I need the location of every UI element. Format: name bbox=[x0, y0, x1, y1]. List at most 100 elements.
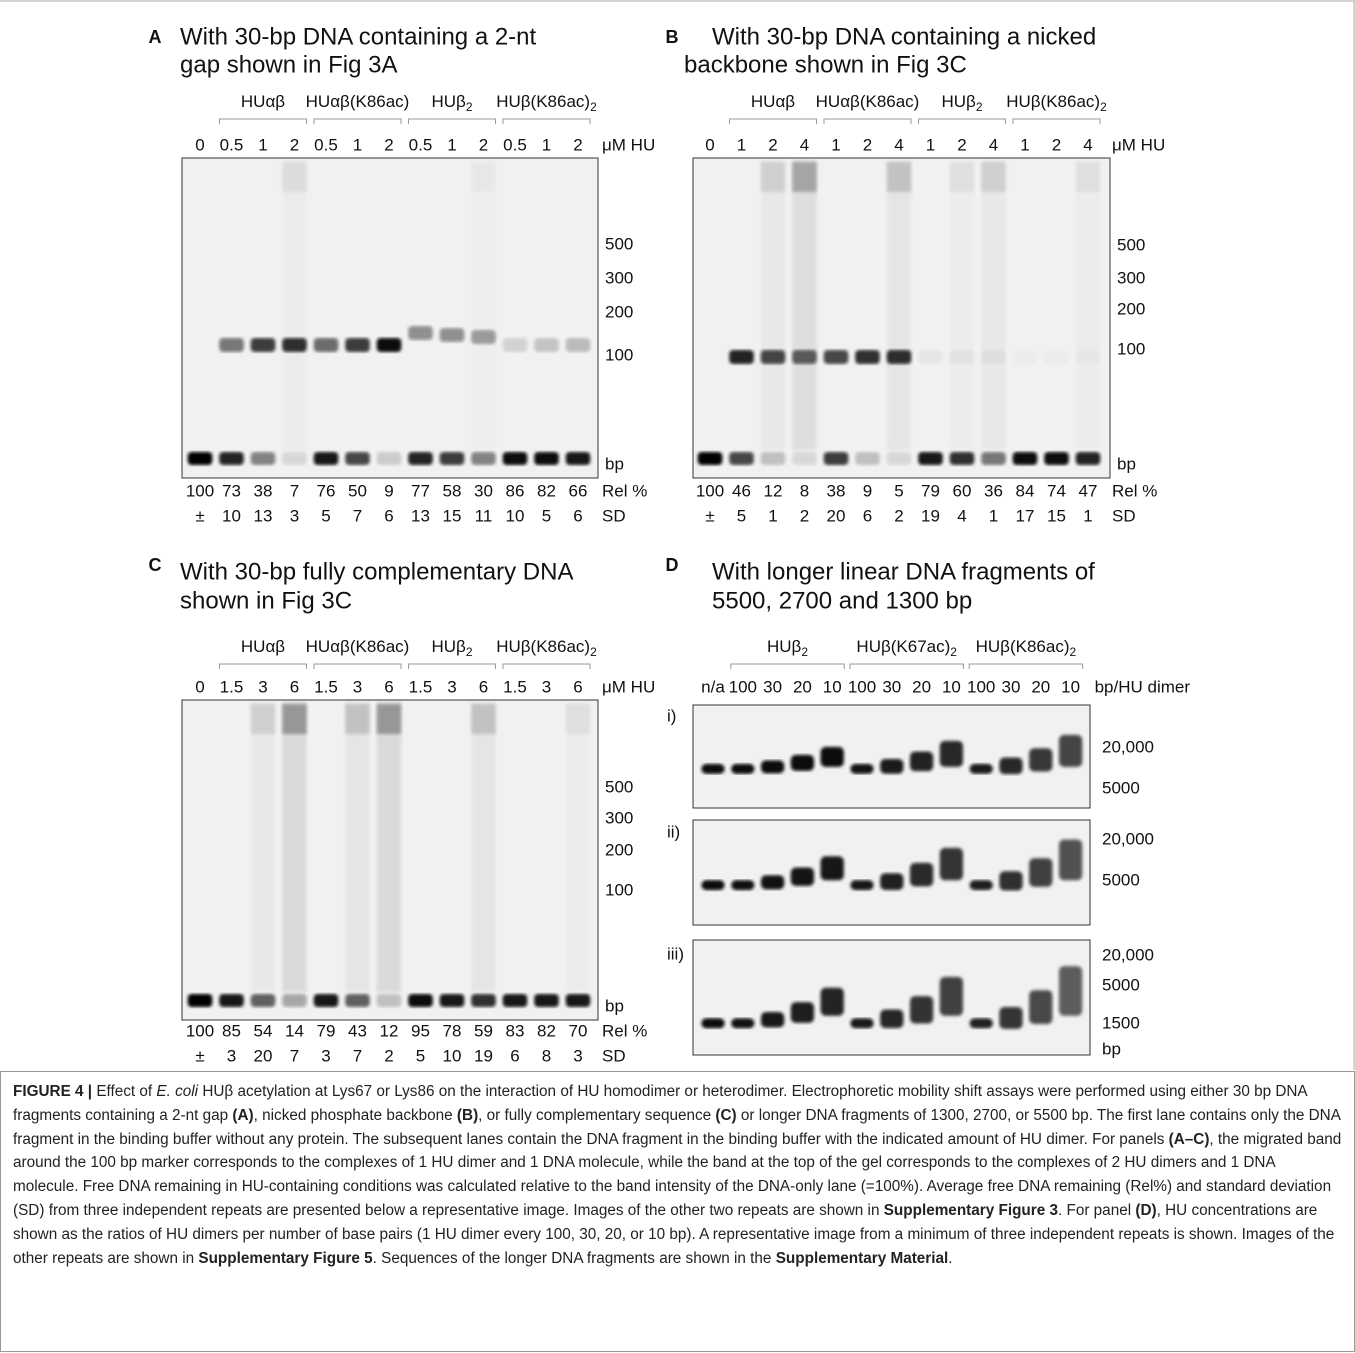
band-complex bbox=[729, 350, 754, 364]
band-free bbox=[566, 452, 591, 465]
lane-label: 20 bbox=[1031, 677, 1050, 696]
sd-value: 19 bbox=[474, 1046, 493, 1065]
smear bbox=[345, 702, 370, 992]
marker-label: bp bbox=[1117, 454, 1136, 473]
band-top bbox=[282, 162, 307, 192]
lane-label: 3 bbox=[258, 677, 267, 696]
unit-label: bp/HU dimer bbox=[1095, 677, 1191, 696]
lane-label: 10 bbox=[942, 677, 961, 696]
panel-title: gap shown in Fig 3A bbox=[180, 51, 397, 78]
sd-value: 5 bbox=[321, 506, 330, 525]
caption-run: FIGURE 4 | bbox=[13, 1083, 96, 1100]
rel-value: 47 bbox=[1079, 481, 1098, 500]
lane-label: 30 bbox=[882, 677, 901, 696]
band-free bbox=[345, 994, 370, 1007]
band-free bbox=[566, 994, 591, 1007]
caption-run: , or fully complementary sequence bbox=[478, 1107, 715, 1124]
band-top bbox=[981, 162, 1006, 192]
group-subscript: 2 bbox=[466, 645, 473, 659]
band bbox=[1029, 990, 1052, 1024]
lane-label: 100 bbox=[967, 677, 995, 696]
lane-label: 1 bbox=[353, 135, 362, 154]
group-label: HUαβ bbox=[241, 92, 285, 111]
rel-value: 79 bbox=[317, 1021, 336, 1040]
band-top bbox=[471, 162, 496, 192]
band-complex bbox=[1044, 350, 1069, 364]
rel-value: 95 bbox=[411, 1021, 430, 1040]
group-name: HUαβ(K86ac) bbox=[306, 637, 410, 656]
band-free bbox=[440, 452, 465, 465]
sd-value: 2 bbox=[384, 1046, 393, 1065]
panel-letter: D bbox=[666, 555, 679, 575]
marker-label: 200 bbox=[1117, 299, 1145, 318]
band-top bbox=[251, 704, 276, 734]
panel-letter: C bbox=[149, 555, 162, 575]
band-top bbox=[345, 704, 370, 734]
lane-label: 1.5 bbox=[503, 677, 527, 696]
band-complex bbox=[503, 338, 528, 352]
lane-label: 1 bbox=[542, 135, 551, 154]
band bbox=[731, 880, 754, 890]
smear bbox=[761, 160, 786, 450]
lane-label: 1 bbox=[447, 135, 456, 154]
group-bracket bbox=[730, 119, 817, 124]
band-free bbox=[503, 452, 528, 465]
rel-value: 12 bbox=[380, 1021, 399, 1040]
rel-value: 38 bbox=[254, 481, 273, 500]
smear bbox=[792, 160, 817, 450]
marker-label: 500 bbox=[1117, 235, 1145, 254]
group-label: HUβ2 bbox=[431, 92, 472, 114]
band bbox=[850, 880, 873, 890]
band-free bbox=[440, 994, 465, 1007]
band-complex bbox=[282, 338, 307, 352]
band-complex bbox=[471, 330, 496, 344]
lane-label: 0.5 bbox=[220, 135, 244, 154]
lane-label: 6 bbox=[479, 677, 488, 696]
band-free bbox=[729, 452, 754, 465]
lane-label: 1 bbox=[926, 135, 935, 154]
lane-label: 3 bbox=[447, 677, 456, 696]
marker-label: 300 bbox=[605, 268, 633, 287]
band-complex bbox=[824, 350, 849, 364]
rel-value: 76 bbox=[317, 481, 336, 500]
rel-value: 86 bbox=[506, 481, 525, 500]
band bbox=[761, 760, 784, 773]
rel-value: 30 bbox=[474, 481, 493, 500]
rel-value: 82 bbox=[537, 481, 556, 500]
group-label: HUβ2 bbox=[941, 92, 982, 114]
lane-label: 6 bbox=[384, 677, 393, 696]
panel-title: With 30-bp fully complementary DNA bbox=[180, 558, 573, 585]
rel-value: 74 bbox=[1047, 481, 1066, 500]
group-name: HUαβ bbox=[241, 92, 285, 111]
group-subscript: 2 bbox=[1069, 645, 1076, 659]
sd-value: 7 bbox=[290, 1046, 299, 1065]
group-subscript: 2 bbox=[801, 645, 808, 659]
sd-value: 3 bbox=[227, 1046, 236, 1065]
band bbox=[791, 1002, 814, 1023]
group-name: HUβ bbox=[767, 637, 802, 656]
lane-label: 0.5 bbox=[314, 135, 338, 154]
group-label: HUαβ bbox=[241, 637, 285, 656]
sd-value: 2 bbox=[800, 506, 809, 525]
sd-value: 6 bbox=[384, 506, 393, 525]
lane-label: 0.5 bbox=[409, 135, 433, 154]
band bbox=[850, 764, 873, 774]
lane-label: 20 bbox=[912, 677, 931, 696]
marker-label: 20,000 bbox=[1102, 829, 1154, 848]
band-free bbox=[534, 994, 559, 1007]
group-label: HUβ(K86ac)2 bbox=[496, 637, 597, 659]
sd-value: 5 bbox=[416, 1046, 425, 1065]
band-free bbox=[345, 452, 370, 465]
caption-run: (D) bbox=[1135, 1202, 1156, 1219]
smear bbox=[566, 702, 591, 992]
band-complex bbox=[855, 350, 880, 364]
sd-value: 10 bbox=[443, 1046, 462, 1065]
band-top bbox=[566, 704, 591, 734]
caption-run: (C) bbox=[715, 1107, 736, 1124]
group-bracket bbox=[314, 119, 401, 124]
group-label: HUβ(K86ac)2 bbox=[1006, 92, 1107, 114]
marker-label: 300 bbox=[605, 808, 633, 827]
rel-label: Rel % bbox=[1112, 481, 1157, 500]
band-free bbox=[950, 452, 975, 465]
